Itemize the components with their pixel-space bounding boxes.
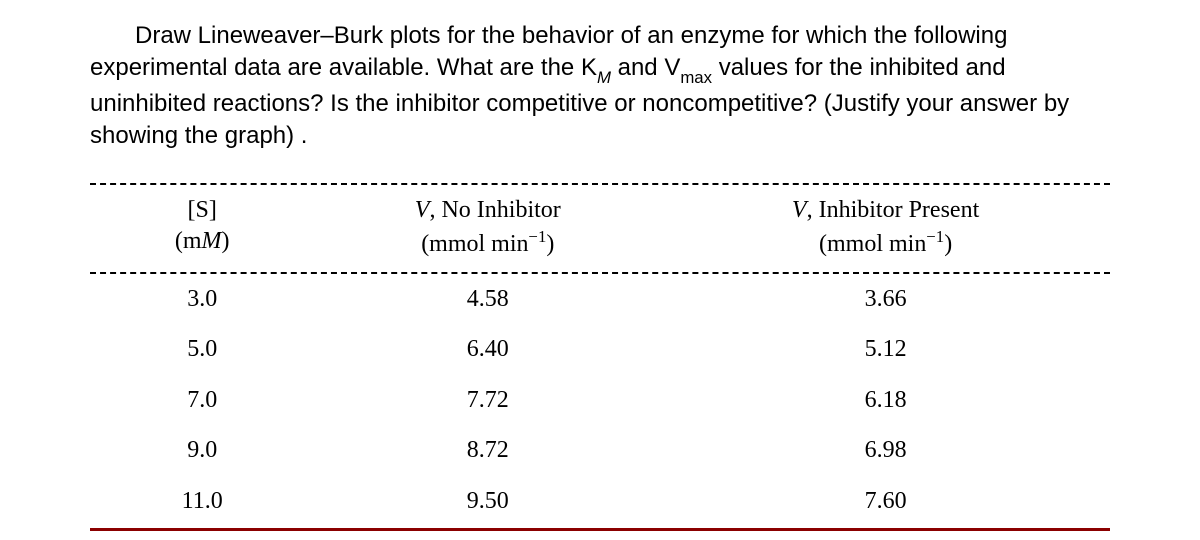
data-table: [S] (mM) V, No Inhibitor (mmol min−1) V,…: [30, 183, 1170, 531]
cell-v-inh: 3.66: [661, 280, 1110, 318]
cell-v-inh: 6.98: [661, 431, 1110, 469]
cell-v-inh: 7.60: [661, 482, 1110, 520]
table-row: 11.0 9.50 7.60: [90, 476, 1110, 526]
cell-s: 7.0: [90, 381, 314, 419]
cell-s: 5.0: [90, 330, 314, 368]
cell-s: 3.0: [90, 280, 314, 318]
question-line2: experimental data are available. What ar…: [90, 52, 1170, 87]
table-row: 3.0 4.58 3.66: [90, 274, 1110, 324]
table-header-row: [S] (mM) V, No Inhibitor (mmol min−1) V,…: [90, 185, 1110, 272]
question-line3: uninhibited reactions? Is the inhibitor …: [90, 88, 1170, 120]
header-substrate: [S] (mM): [90, 195, 314, 260]
cell-v-no: 9.50: [314, 482, 661, 520]
cell-s: 11.0: [90, 482, 314, 520]
table-row: 9.0 8.72 6.98: [90, 425, 1110, 475]
cell-v-no: 6.40: [314, 330, 661, 368]
table-row: 7.0 7.72 6.18: [90, 375, 1110, 425]
table-row: 5.0 6.40 5.12: [90, 324, 1110, 374]
question-paragraph: Draw Lineweaver–Burk plots for the behav…: [30, 20, 1170, 153]
question-line1: Draw Lineweaver–Burk plots for the behav…: [90, 20, 1170, 52]
header-v-no-inhibitor: V, No Inhibitor (mmol min−1): [314, 195, 661, 260]
cell-v-inh: 6.18: [661, 381, 1110, 419]
cell-v-inh: 5.12: [661, 330, 1110, 368]
header-v-inhibitor: V, Inhibitor Present (mmol min−1): [661, 195, 1110, 260]
cell-v-no: 8.72: [314, 431, 661, 469]
table-border-bottom: [90, 528, 1110, 531]
question-line4: showing the graph) .: [90, 120, 1170, 152]
cell-v-no: 4.58: [314, 280, 661, 318]
cell-s: 9.0: [90, 431, 314, 469]
cell-v-no: 7.72: [314, 381, 661, 419]
